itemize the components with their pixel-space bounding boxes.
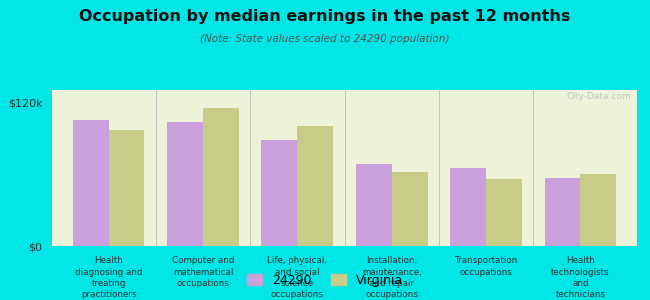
- Bar: [261, 140, 297, 246]
- Bar: [450, 168, 486, 246]
- Bar: [73, 120, 109, 246]
- Bar: [392, 172, 428, 246]
- Bar: [580, 174, 616, 246]
- Text: Occupation by median earnings in the past 12 months: Occupation by median earnings in the pas…: [79, 9, 571, 24]
- Text: (Note: State values scaled to 24290 population): (Note: State values scaled to 24290 popu…: [200, 34, 450, 44]
- Bar: [109, 130, 144, 246]
- Bar: [486, 179, 522, 246]
- Bar: [356, 164, 392, 246]
- Bar: [203, 108, 239, 246]
- Bar: [545, 178, 580, 246]
- Bar: [167, 122, 203, 246]
- Text: City-Data.com: City-Data.com: [567, 92, 631, 100]
- Bar: [297, 126, 333, 246]
- Legend: 24290, Virginia: 24290, Virginia: [244, 270, 406, 291]
